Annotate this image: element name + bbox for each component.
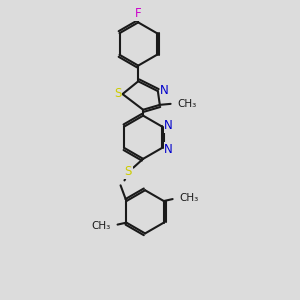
Text: CH₃: CH₃: [179, 193, 199, 203]
Text: N: N: [164, 142, 173, 155]
Text: N: N: [164, 119, 173, 132]
Text: F: F: [135, 7, 142, 20]
Text: N: N: [160, 84, 169, 97]
Text: CH₃: CH₃: [92, 220, 111, 231]
Text: S: S: [114, 87, 121, 100]
Text: CH₃: CH₃: [178, 99, 197, 109]
Text: S: S: [125, 165, 132, 178]
